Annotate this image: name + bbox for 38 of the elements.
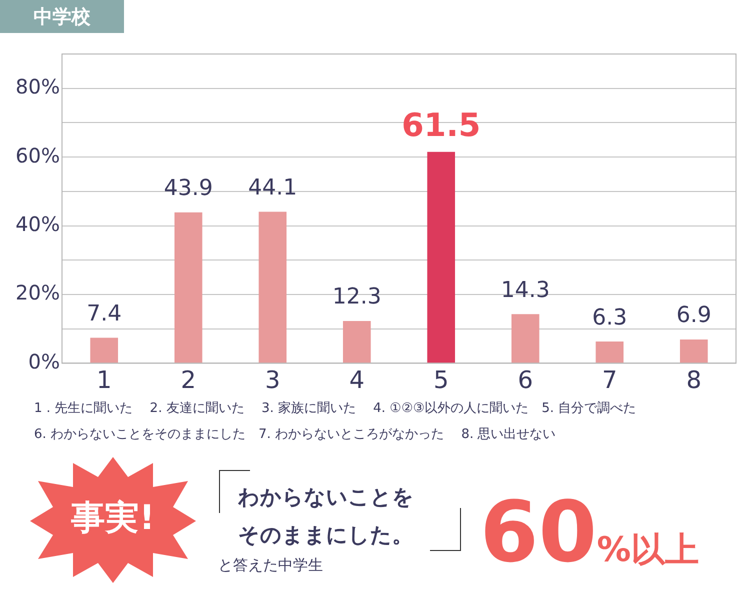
data-label: 44.1 [248,175,298,200]
text: そのままにした。 [238,522,414,549]
data-label: 6.9 [676,303,712,328]
x-tick-label: 7 [602,366,618,394]
text: 6. わからないことをそのままにした 7. わからないところがなかった 8. 思い出せない [34,426,557,444]
text: 60 [480,483,597,581]
text: 1 . 先生に聞いた 2. 友達に聞いた 3. 家族に聞いた 4. ①②③以外の人に聞いた 5. 自分で調べた [34,400,636,418]
bar [427,152,456,363]
bar [511,314,540,363]
bar [680,339,708,363]
text: わからないことを [238,484,414,511]
y-tick-label: 20% [16,280,60,305]
text: と答えた中学生 [218,556,323,575]
data-label: 43.9 [164,176,213,202]
chart-title: 中学校 [0,0,124,33]
bar [90,338,118,363]
data-label: 14.3 [500,278,550,303]
text: 事実! [70,497,156,540]
x-tick-label: 5 [433,366,449,394]
data-label: 6.3 [592,305,628,330]
y-tick-label: 40% [16,212,60,236]
data-label: 61.5 [402,106,481,144]
bar [342,320,371,363]
y-tick-label: 0% [28,349,60,374]
x-tick-label: 4 [349,366,365,394]
x-tick-label: 3 [264,366,280,394]
bar [258,212,287,363]
data-label: 7.4 [86,301,122,326]
data-label: 12.3 [332,284,382,310]
bar [174,212,202,363]
x-tick-label: 8 [686,366,702,394]
text: %以上 [596,530,699,570]
x-tick-label: 6 [518,366,534,394]
x-tick-label: 1 [96,366,112,394]
x-tick-label: 2 [180,366,196,394]
y-tick-label: 80% [16,74,60,99]
bar [596,342,624,363]
y-tick-label: 60% [16,143,60,168]
